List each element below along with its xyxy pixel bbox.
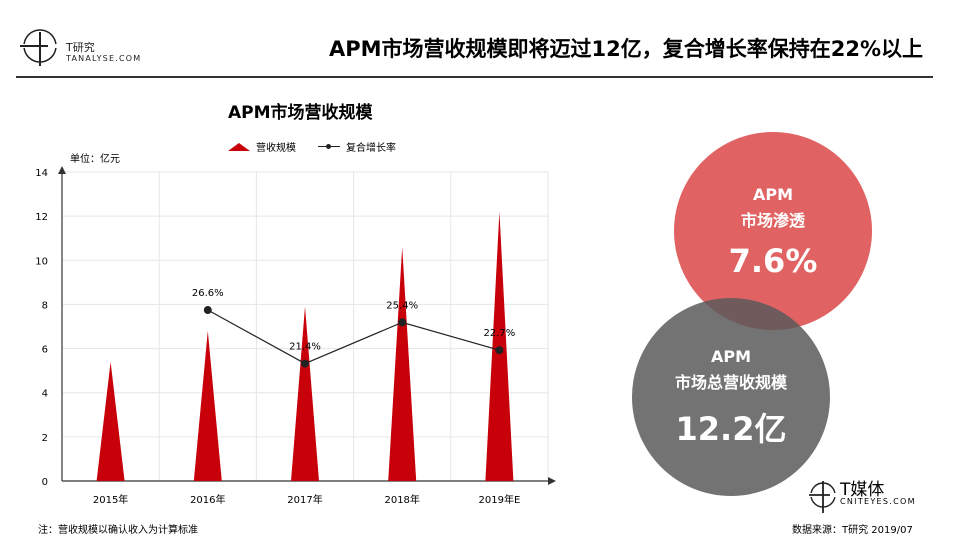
revenue-callout: APM 市场总营收规模 12.2亿	[632, 298, 830, 496]
x-tick-label: 2019年E	[479, 493, 521, 506]
data-source: 数据来源：T研究 2019/07	[792, 525, 913, 536]
media-name: T媒体	[840, 480, 885, 500]
y-tick-label: 12	[35, 212, 48, 223]
media-domain: CNITEYES.COM	[840, 497, 916, 506]
penetration-value: 7.6%	[728, 242, 818, 280]
chart-legend: 营收规模 复合增长率	[228, 139, 396, 154]
legend-line-swatch-icon	[318, 142, 340, 152]
header-divider	[16, 76, 933, 78]
penetration-line1: APM	[752, 185, 794, 204]
y-tick-label: 4	[42, 389, 48, 400]
data-label: 21.4%	[289, 342, 321, 353]
series-line	[207, 309, 500, 365]
y-tick-label: 8	[42, 300, 48, 311]
x-axis-arrow-icon	[548, 477, 556, 485]
brand-domain: TANALYSE.COM	[66, 54, 142, 63]
legend-bar-swatch-icon	[228, 142, 250, 151]
revenue-value: 12.2亿	[675, 410, 787, 448]
y-tick-label: 10	[35, 256, 48, 267]
y-tick-label: 0	[42, 477, 48, 488]
revenue-line2: 市场总营收规模	[674, 373, 787, 392]
bar	[193, 330, 222, 481]
data-label: 25.4%	[386, 300, 418, 311]
legend-bar-label: 营收规模	[256, 143, 296, 154]
y-axis-arrow-icon	[58, 166, 66, 174]
line-point	[398, 318, 407, 327]
x-tick-label: 2017年	[287, 493, 322, 506]
y-tick-label: 2	[42, 433, 48, 444]
bar	[96, 361, 125, 481]
bar	[388, 247, 417, 481]
line-point	[203, 306, 212, 315]
brand-mark-icon	[18, 29, 62, 66]
data-label: 22.7%	[484, 328, 516, 339]
legend-line-label: 复合增长率	[346, 143, 396, 154]
data-label: 26.6%	[192, 288, 224, 299]
chart-title: APM市场营收规模	[228, 103, 373, 123]
brand-logo: T研究 TANALYSE.COM	[18, 24, 142, 74]
y-tick-label: 14	[35, 168, 48, 179]
brand-name: T研究	[66, 41, 95, 54]
penetration-callout: APM 市场渗透 7.6%	[674, 132, 872, 330]
line-point	[495, 346, 504, 355]
media-logo: T媒体 CNITEYES.COM	[808, 475, 958, 525]
bar	[291, 306, 319, 481]
line-point	[301, 359, 309, 368]
x-tick-label: 2018年	[384, 493, 419, 506]
y-axis-unit: 单位：亿元	[70, 154, 120, 165]
revenue-line1: APM	[710, 347, 752, 366]
page-headline: APM市场营收规模即将迈过12亿，复合增长率保持在22%以上	[328, 37, 923, 61]
x-tick-label: 2016年	[190, 493, 225, 506]
penetration-line2: 市场渗透	[740, 211, 805, 230]
media-mark-icon	[808, 481, 838, 513]
x-tick-label: 2015年	[93, 493, 128, 506]
y-tick-label: 6	[42, 345, 48, 356]
footnote: 注：营收规模以确认收入为计算标准	[38, 525, 198, 536]
